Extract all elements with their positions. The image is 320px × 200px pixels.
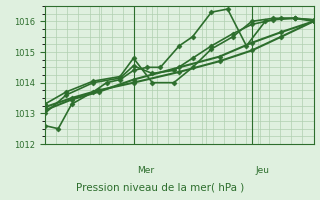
Text: Jeu: Jeu — [255, 166, 269, 175]
Text: Pression niveau de la mer( hPa ): Pression niveau de la mer( hPa ) — [76, 182, 244, 192]
Text: Mer: Mer — [137, 166, 154, 175]
